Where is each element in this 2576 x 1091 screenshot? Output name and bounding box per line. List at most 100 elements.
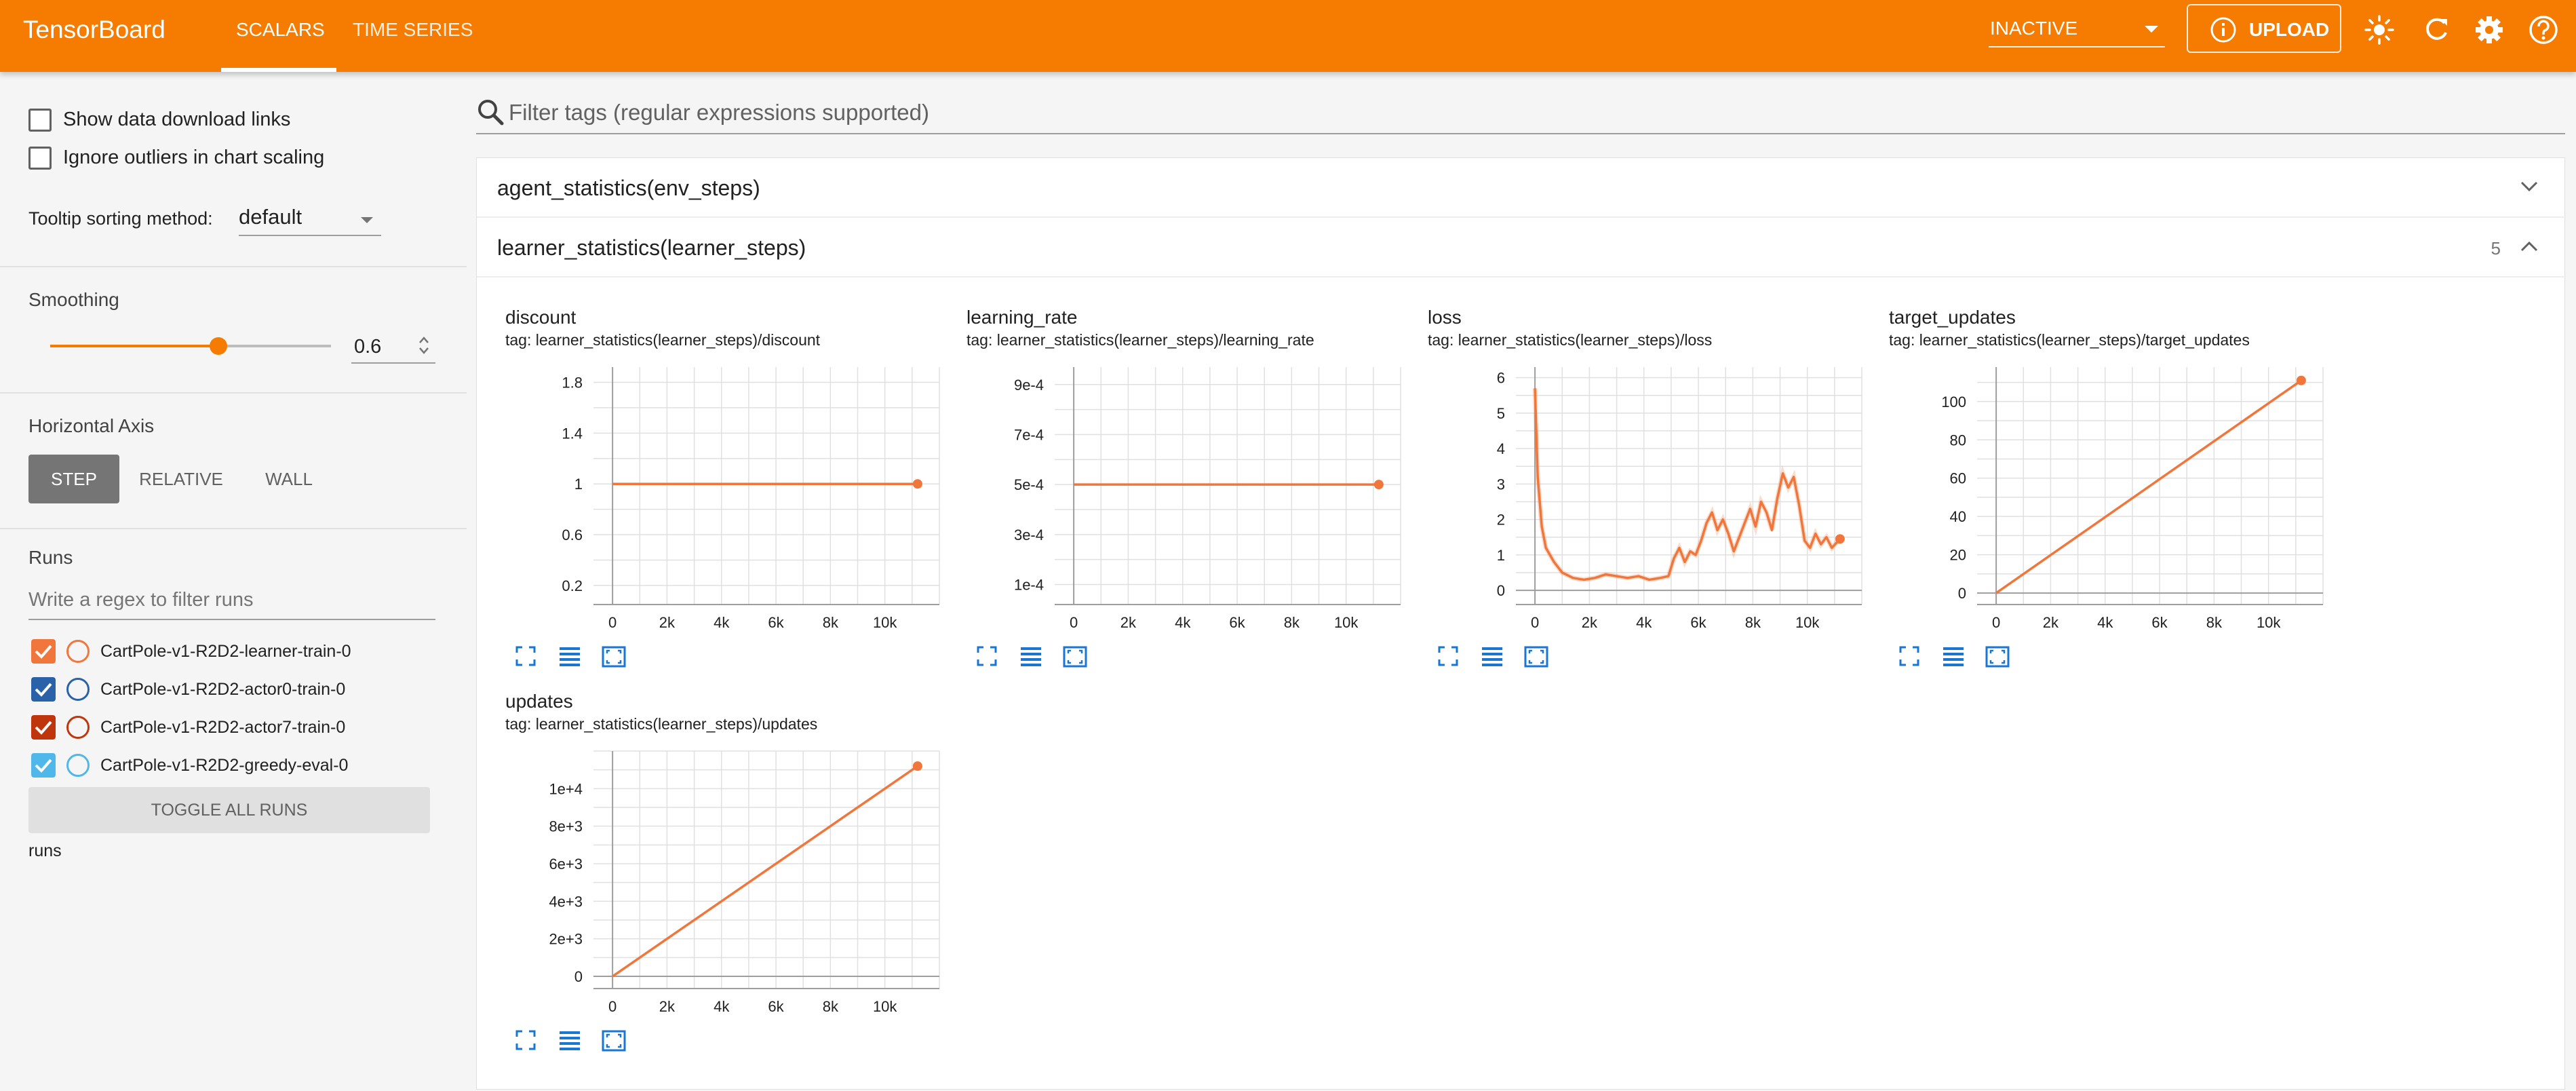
- data-table-icon[interactable]: [1481, 645, 1508, 670]
- chart-plot[interactable]: 0 2k 4k 6k 8k 10k 0.2 0.6 1 1.4 1.8: [505, 353, 946, 638]
- run-checkbox[interactable]: [31, 753, 56, 778]
- tooltip-sorting-select[interactable]: default: [239, 202, 381, 236]
- chart-x-tick-label: 0: [1992, 614, 2000, 631]
- chart-x-tick-label: 0: [1531, 614, 1539, 631]
- tooltip-sorting-value: default: [239, 205, 303, 229]
- smoothing-input[interactable]: 0.6: [351, 328, 435, 364]
- fit-domain-icon[interactable]: [602, 1029, 629, 1054]
- chart-y-tick-label: 1: [1497, 547, 1505, 564]
- run-label: CartPole-v1-R2D2-learner-train-0: [100, 642, 351, 661]
- chart-y-tick-label: 2e+3: [549, 931, 583, 948]
- runs-filter-input[interactable]: Write a regex to filter runs: [28, 578, 435, 620]
- refresh-icon[interactable]: [2420, 14, 2453, 46]
- tag-group-header-learner[interactable]: learner_statistics(learner_steps) 5: [477, 218, 2566, 277]
- fullscreen-icon[interactable]: [1437, 645, 1464, 670]
- plugin-status-select[interactable]: INACTIVE: [1989, 12, 2165, 47]
- data-table-icon[interactable]: [558, 645, 585, 670]
- chart-x-tick-label: 8k: [823, 614, 839, 631]
- axis-wall-button[interactable]: WALL: [265, 469, 313, 489]
- top-app-bar: TensorBoard SCALARS TIME SERIES INACTIVE…: [0, 0, 2576, 72]
- tab-time-series[interactable]: TIME SERIES: [353, 19, 473, 40]
- chart-last-point: [912, 761, 922, 771]
- fit-domain-icon[interactable]: [1985, 645, 2012, 670]
- run-color-swatch[interactable]: [66, 678, 90, 701]
- run-color-swatch[interactable]: [66, 640, 90, 663]
- tab-scalars[interactable]: SCALARS: [236, 19, 325, 40]
- data-table-icon[interactable]: [558, 1029, 585, 1054]
- ignore-outliers-checkbox[interactable]: [28, 147, 52, 170]
- fullscreen-icon[interactable]: [976, 645, 1003, 670]
- tag-filter-input[interactable]: Filter tags (regular expressions support…: [476, 95, 2565, 134]
- chart-last-point: [1373, 480, 1384, 490]
- tag-filter-placeholder: Filter tags (regular expressions support…: [509, 100, 929, 125]
- fullscreen-icon[interactable]: [1898, 645, 1926, 670]
- sidebar: Show data download links Ignore outliers…: [0, 72, 467, 1091]
- settings-icon[interactable]: [2473, 14, 2505, 46]
- chart-x-tick-label: 6k: [768, 998, 784, 1015]
- chart-x-tick-label: 8k: [1745, 614, 1761, 631]
- chart-card-discount: discount tag: learner_statistics(learner…: [505, 306, 946, 693]
- fit-domain-icon[interactable]: [1524, 645, 1551, 670]
- smoothing-slider[interactable]: [50, 337, 331, 355]
- brightness-icon[interactable]: [2363, 14, 2396, 46]
- toggle-all-runs-button[interactable]: TOGGLE ALL RUNS: [28, 787, 430, 833]
- chart-last-point: [912, 479, 922, 489]
- chart-x-tick-label: 6k: [2151, 614, 2168, 631]
- tag-group-header-agent[interactable]: agent_statistics(env_steps): [477, 158, 2566, 218]
- runs-filter-placeholder: Write a regex to filter runs: [28, 589, 254, 611]
- tag-group-count: 5: [2491, 238, 2501, 259]
- axis-step-button[interactable]: STEP: [28, 455, 119, 503]
- chart-y-tick-label: 4: [1497, 440, 1505, 457]
- run-label: CartPole-v1-R2D2-actor7-train-0: [100, 718, 346, 737]
- run-color-swatch[interactable]: [66, 754, 90, 777]
- axis-relative-button[interactable]: RELATIVE: [139, 469, 223, 489]
- chart-x-tick-label: 2k: [659, 614, 676, 631]
- fullscreen-icon[interactable]: [515, 1029, 542, 1054]
- active-tab-indicator: [221, 68, 336, 72]
- show-download-links-checkbox[interactable]: [28, 109, 52, 132]
- chart-y-tick-label: 1.4: [562, 425, 583, 442]
- chart-plot[interactable]: 0 2k 4k 6k 8k 10k 0 2e+3 4e+3 6e+3 8e+3 1e+4: [505, 738, 946, 1022]
- chart-x-tick-label: 0: [608, 614, 617, 631]
- chart-title: discount: [505, 307, 577, 328]
- chart-y-tick-label: 5: [1497, 405, 1505, 422]
- data-table-icon[interactable]: [1942, 645, 1969, 670]
- smoothing-heading: Smoothing: [28, 289, 119, 310]
- chart-title: loss: [1428, 307, 1462, 328]
- spinner-arrows-icon[interactable]: [418, 334, 430, 357]
- run-checkbox[interactable]: [31, 639, 56, 664]
- data-table-icon[interactable]: [1019, 645, 1047, 670]
- chart-x-tick-label: 6k: [1690, 614, 1706, 631]
- chart-x-tick-label: 4k: [1636, 614, 1652, 631]
- smoothing-slider-fill: [50, 345, 219, 347]
- chevron-down-icon: [2145, 26, 2158, 33]
- chart-y-tick-label: 0: [1958, 585, 1966, 602]
- chart-y-tick-label: 40: [1950, 508, 1966, 525]
- chart-x-tick-label: 4k: [714, 998, 730, 1015]
- fit-domain-icon[interactable]: [1063, 645, 1090, 670]
- run-color-swatch[interactable]: [66, 716, 90, 739]
- divider: [0, 528, 467, 529]
- upload-button[interactable]: UPLOAD: [2187, 4, 2341, 53]
- run-label: CartPole-v1-R2D2-actor0-train-0: [100, 680, 346, 699]
- smoothing-slider-thumb[interactable]: [210, 337, 228, 355]
- chart-tag: tag: learner_statistics(learner_steps)/l…: [1428, 331, 1713, 349]
- chart-y-tick-label: 1e+4: [549, 780, 583, 797]
- tooltip-sorting-label: Tooltip sorting method:: [28, 208, 213, 229]
- run-checkbox[interactable]: [31, 715, 56, 740]
- chart-title: learning_rate: [967, 307, 1078, 328]
- chart-x-tick-label: 8k: [823, 998, 839, 1015]
- fullscreen-icon[interactable]: [515, 645, 542, 670]
- fit-domain-icon[interactable]: [602, 645, 629, 670]
- chart-title: target_updates: [1889, 307, 2016, 328]
- chart-plot[interactable]: 0 2k 4k 6k 8k 10k 0 20 40 60 80 100: [1889, 353, 2330, 638]
- run-checkbox[interactable]: [31, 677, 56, 702]
- tag-groups-panel: agent_statistics(env_steps) learner_stat…: [476, 157, 2566, 1090]
- chart-y-tick-label: 0: [574, 968, 583, 985]
- chart-plot[interactable]: 0 2k 4k 6k 8k 10k 0 1 2 3 4 5 6: [1428, 353, 1869, 638]
- chevron-down-icon: [2520, 181, 2538, 192]
- chart-plot[interactable]: 0 2k 4k 6k 8k 10k 1e-4 3e-4 5e-4 7e-4 9e-4: [967, 353, 1407, 638]
- tag-group-label: learner_statistics(learner_steps): [497, 235, 806, 260]
- run-label: CartPole-v1-R2D2-greedy-eval-0: [100, 756, 349, 775]
- help-icon[interactable]: [2527, 14, 2560, 46]
